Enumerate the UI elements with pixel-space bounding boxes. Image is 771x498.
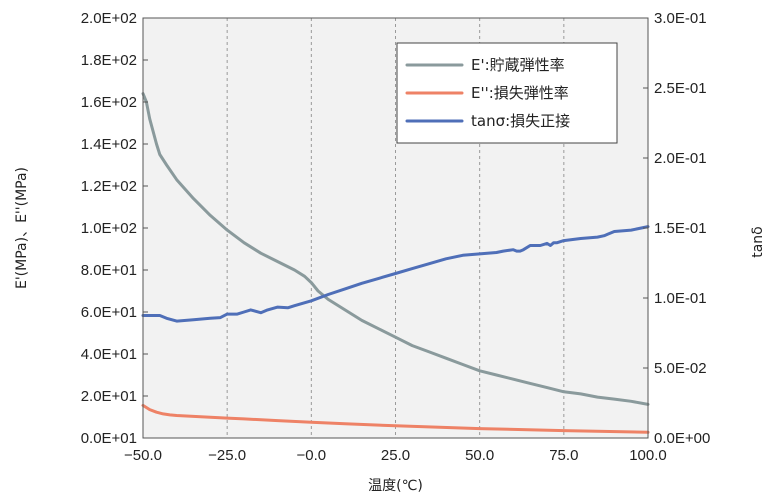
legend-label-0: E':貯蔵弾性率: [471, 56, 565, 74]
y-right-tick-label: 2.0E-01: [654, 150, 707, 167]
y-right-tick-label: 2.5E-01: [654, 80, 707, 97]
y-left-tick-label: 8.0E+01: [81, 262, 137, 279]
x-tick-label: −0.0: [297, 447, 327, 464]
y-left-tick-label: 2.0E+02: [81, 10, 137, 27]
y-left-tick-label: 0.0E+01: [81, 430, 137, 447]
y-right-axis-title: tanδ: [750, 226, 766, 258]
x-tick-label: 75.0: [549, 447, 578, 464]
x-axis-title: 温度(℃): [368, 478, 423, 494]
x-tick-label: −25.0: [208, 447, 246, 464]
y-left-tick-label: 2.0E+01: [81, 388, 137, 405]
y-left-tick-label: 4.0E+01: [81, 346, 137, 363]
y-right-tick-label: 0.0E+00: [654, 430, 710, 447]
series-line-2: [141, 225, 650, 323]
y-right-tick-label: 1.5E-01: [654, 220, 707, 237]
axis-ticks: −50.0 −25.0 −0.0 25.0 50.0 75.0 100.0 0.0E+01 2.…: [81, 10, 711, 464]
y-left-axis-title: E'(MPa)、E''(MPa): [14, 167, 30, 289]
x-tick-label: 50.0: [465, 447, 494, 464]
series-line-0: [141, 92, 650, 406]
x-tick-label: 100.0: [629, 447, 667, 464]
legend: E':貯蔵弾性率 E'':損失弾性率 tanσ:損失正接: [396, 42, 618, 144]
y-right-tick-label: 5.0E-02: [654, 360, 707, 377]
y-left-tick-label: 1.0E+02: [81, 220, 137, 237]
x-tick-label: −50.0: [124, 447, 162, 464]
y-left-tick-label: 1.8E+02: [81, 52, 137, 69]
series-line-1: [141, 403, 650, 434]
y-right-tick-label: 1.0E-01: [654, 290, 707, 307]
legend-label-2: tanσ:損失正接: [471, 112, 570, 130]
y-left-tick-label: 1.4E+02: [81, 136, 137, 153]
y-left-tick-label: 1.2E+02: [81, 178, 137, 195]
grid-lines: [226, 18, 565, 438]
y-left-tick-label: 1.6E+02: [81, 94, 137, 111]
series-lines: [141, 92, 650, 434]
legend-label-1: E'':損失弾性率: [471, 84, 569, 102]
x-tick-label: 25.0: [381, 447, 410, 464]
y-left-tick-label: 6.0E+01: [81, 304, 137, 321]
y-right-tick-label: 3.0E-01: [654, 10, 707, 27]
